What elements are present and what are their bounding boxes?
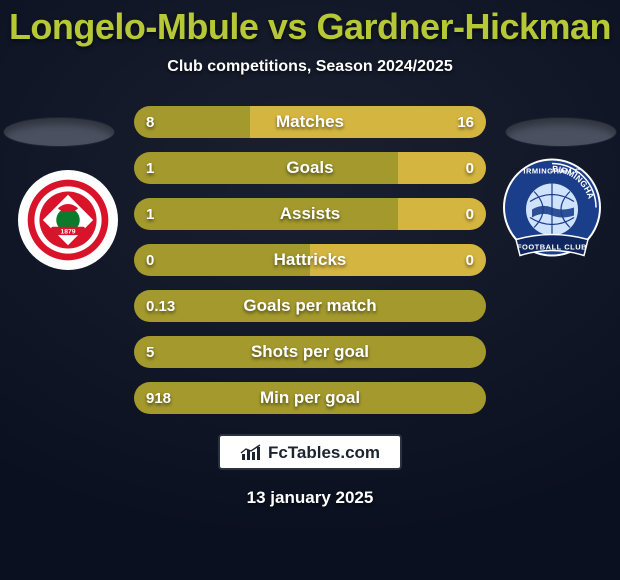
bar-segment-right [310,244,486,276]
chart-icon [240,444,262,462]
club-badge-left: 1879 [18,170,118,270]
club-badge-right: BIRMINGHAM CITY IRMINGHAM C FOOTBALL CLU… [502,170,602,270]
bar-segment-left [134,106,250,138]
bar-segment-left [134,198,398,230]
bar-segment-left [134,290,486,322]
bar-segment-right [398,152,486,184]
bar-segment-left [134,152,398,184]
bar-segment-right [398,198,486,230]
stats-bars: Matches816 Goals10 Assists10 Hattricks00 Goa… [134,106,486,414]
birmingham-crest-icon: BIRMINGHAM CITY IRMINGHAM C FOOTBALL CLU… [502,155,602,285]
date-text: 13 january 2025 [247,488,374,508]
stat-row: Min per goal918 [134,382,486,414]
stat-row: Goals10 [134,152,486,184]
svg-text:FOOTBALL CLUB: FOOTBALL CLUB [517,243,587,252]
brand-badge: FcTables.com [218,434,402,470]
bar-segment-right [250,106,486,138]
bar-segment-left [134,382,486,414]
pedestal-left [4,118,114,146]
svg-text:IRMINGHAM C: IRMINGHAM C [523,167,580,176]
subtitle: Club competitions, Season 2024/2025 [167,58,452,76]
stat-row: Goals per match0.13 [134,290,486,322]
swindon-crest-icon: 1879 [26,178,110,262]
stat-row: Matches816 [134,106,486,138]
svg-text:1879: 1879 [61,228,76,235]
stat-row: Hattricks00 [134,244,486,276]
bar-segment-left [134,244,310,276]
stat-row: Shots per goal5 [134,336,486,368]
infographic: Longelo-Mbule vs Gardner-Hickman Club co… [0,0,620,580]
page-title: Longelo-Mbule vs Gardner-Hickman [9,6,611,48]
stat-row: Assists10 [134,198,486,230]
bar-segment-left [134,336,486,368]
pedestal-right [506,118,616,146]
brand-text: FcTables.com [268,443,380,463]
